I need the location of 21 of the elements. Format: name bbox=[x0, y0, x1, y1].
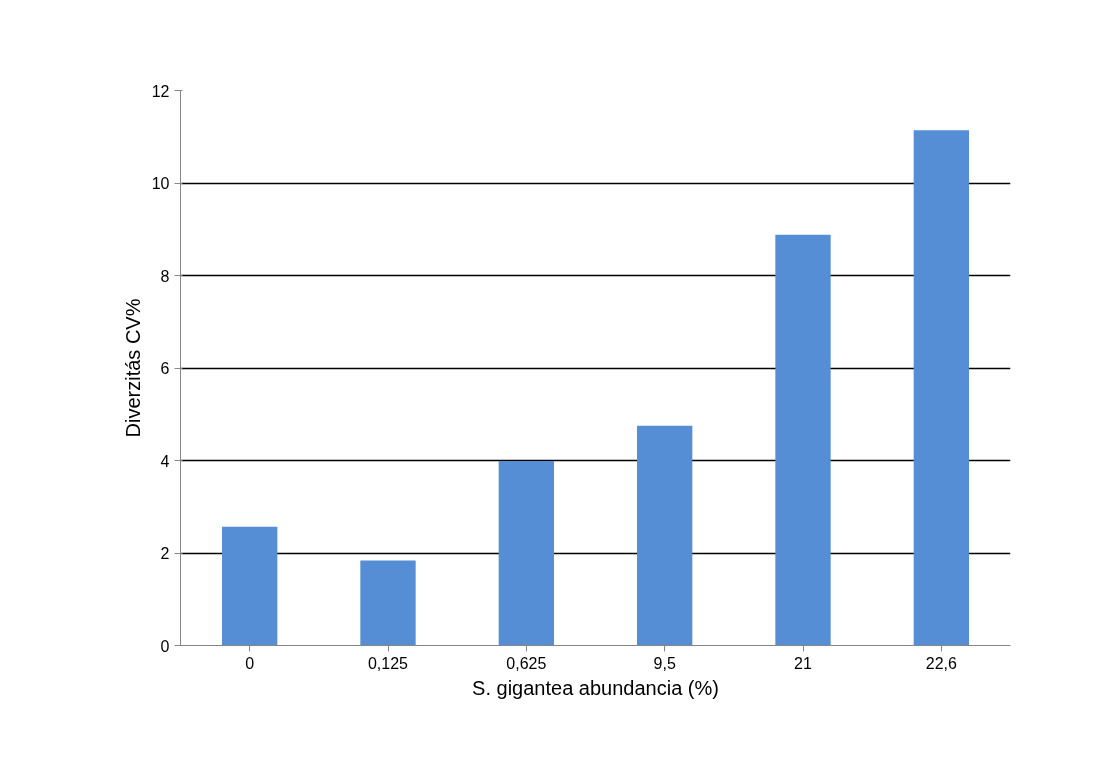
x-axis-title: S. gigantea abundancia (%) bbox=[472, 676, 719, 699]
y-axis-title: Diverzitás CV% bbox=[121, 298, 144, 438]
x-tick-label: 0 bbox=[245, 654, 255, 672]
y-tick-label: 2 bbox=[160, 545, 170, 562]
bar bbox=[775, 234, 831, 646]
y-tick-label: 4 bbox=[160, 452, 170, 470]
y-tick-label: 6 bbox=[160, 360, 170, 377]
y-tick-label: 12 bbox=[151, 82, 170, 100]
x-tick-label: 0,625 bbox=[506, 654, 547, 672]
bar bbox=[360, 560, 416, 646]
y-tick-label: 10 bbox=[151, 175, 170, 192]
y-tick-label: 8 bbox=[160, 267, 170, 285]
x-tick-label: 9,5 bbox=[653, 654, 676, 672]
bar bbox=[222, 526, 278, 646]
bar bbox=[913, 130, 969, 646]
bar bbox=[498, 460, 554, 646]
x-tick-label: 22,6 bbox=[925, 654, 958, 672]
bar bbox=[637, 425, 693, 646]
y-tick-label: 0 bbox=[160, 637, 170, 655]
x-tick-label: 21 bbox=[794, 654, 812, 672]
x-tick-label: 0,125 bbox=[367, 654, 409, 672]
